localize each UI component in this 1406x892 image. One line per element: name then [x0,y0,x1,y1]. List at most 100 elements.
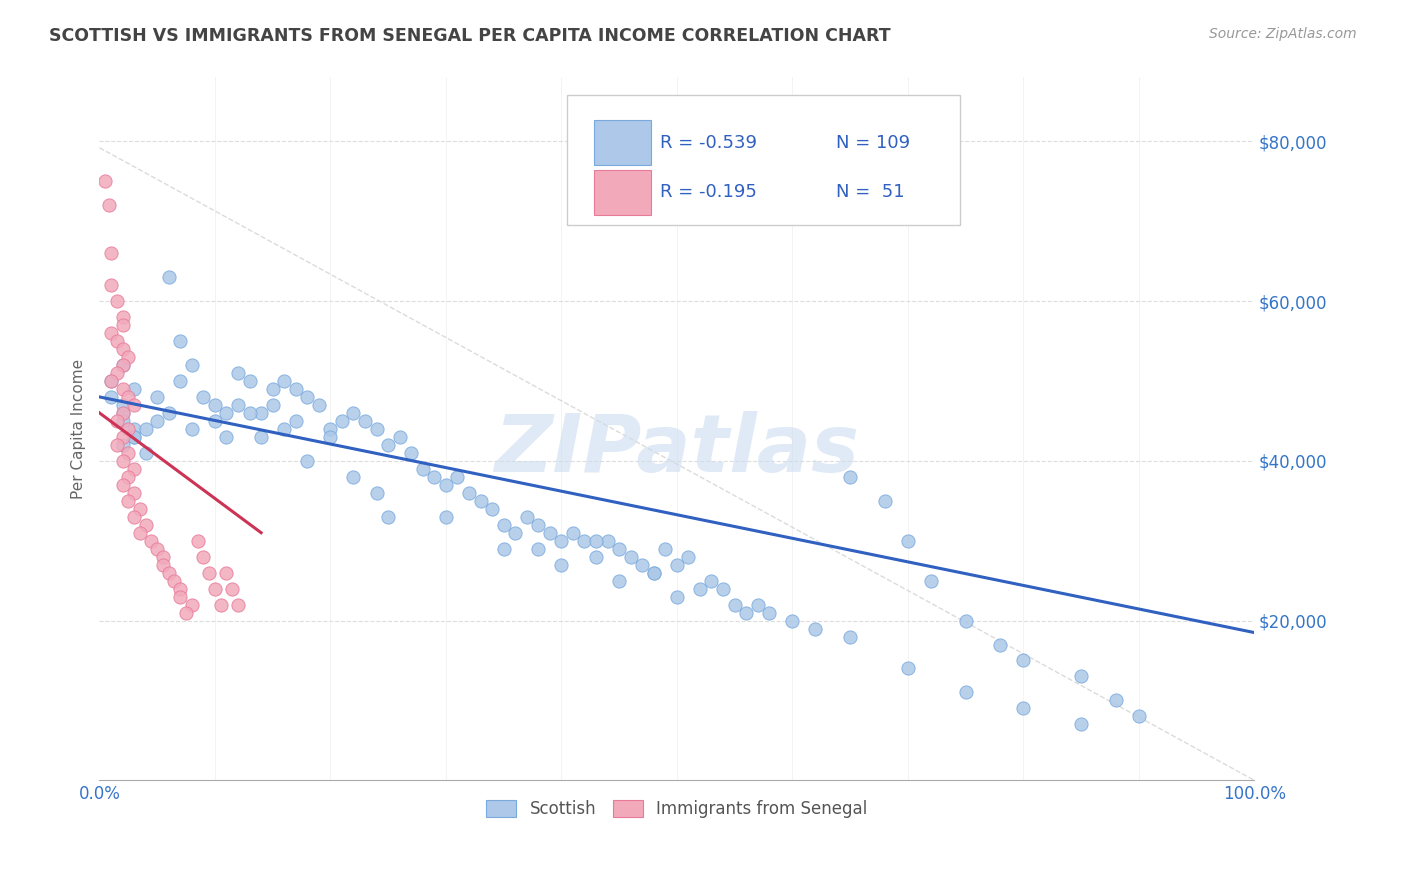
Point [169,374,191,388]
Point [654,541,676,556]
Point [700,574,723,588]
Point [446,470,468,484]
Point [169,334,191,348]
Point [105,366,128,380]
Point [100,374,122,388]
Point [122,430,145,444]
Text: N = 109: N = 109 [837,134,910,152]
Point [122,509,145,524]
FancyBboxPatch shape [593,169,651,215]
Text: ZIPatlas: ZIPatlas [495,411,859,489]
Point [1105,693,1128,707]
Point [873,493,896,508]
Point [117,390,139,404]
Point [330,414,353,428]
Point [238,406,260,420]
Point [250,430,273,444]
Point [273,422,295,436]
Point [146,541,169,556]
Point [366,422,388,436]
Point [122,382,145,396]
Point [1070,717,1092,731]
Point [723,598,745,612]
Point [1012,653,1035,667]
Point [620,549,643,564]
Point [226,598,249,612]
Point [412,462,434,476]
Point [399,446,422,460]
Text: SCOTTISH VS IMMIGRANTS FROM SENEGAL PER CAPITA INCOME CORRELATION CHART: SCOTTISH VS IMMIGRANTS FROM SENEGAL PER … [49,27,891,45]
Point [262,398,284,412]
Point [1012,701,1035,715]
Point [128,501,150,516]
Point [111,358,134,372]
Point [955,614,977,628]
Y-axis label: Per Capita Income: Per Capita Income [72,359,86,499]
Point [122,422,145,436]
Point [284,382,307,396]
Point [804,622,827,636]
Point [550,558,572,572]
Point [111,406,134,420]
Point [561,525,583,540]
Point [193,390,215,404]
Point [135,422,157,436]
Point [897,661,920,675]
Point [631,558,654,572]
Point [117,446,139,460]
Point [122,462,145,476]
Point [585,549,607,564]
Point [643,566,665,580]
Point [354,414,377,428]
Point [117,422,139,436]
Point [111,310,134,324]
Point [711,582,734,596]
Point [111,454,134,468]
Point [470,493,492,508]
Point [146,414,169,428]
Point [141,533,163,548]
Point [238,374,260,388]
Point [665,558,688,572]
Point [128,525,150,540]
Point [342,406,364,420]
Point [643,566,665,580]
Point [596,533,619,548]
Point [204,582,226,596]
Point [319,422,342,436]
Point [1070,669,1092,683]
Point [458,485,481,500]
Point [607,574,630,588]
Point [111,477,134,491]
Point [897,533,920,548]
Point [198,566,221,580]
Point [105,414,128,428]
Point [152,549,174,564]
Point [319,430,342,444]
Point [122,485,145,500]
Point [747,598,769,612]
Point [157,406,180,420]
Point [209,598,232,612]
Point [434,477,457,491]
Point [180,422,202,436]
Point [516,509,538,524]
Point [262,382,284,396]
Point [607,541,630,556]
Point [308,398,330,412]
Point [122,398,145,412]
Point [284,414,307,428]
Point [111,430,134,444]
Point [135,446,157,460]
Point [839,630,862,644]
Point [111,438,134,452]
Point [111,358,134,372]
Point [157,270,180,285]
Point [100,374,122,388]
Point [111,398,134,412]
Point [193,549,215,564]
Point [366,485,388,500]
Point [105,438,128,452]
FancyBboxPatch shape [593,120,651,166]
Point [146,390,169,404]
